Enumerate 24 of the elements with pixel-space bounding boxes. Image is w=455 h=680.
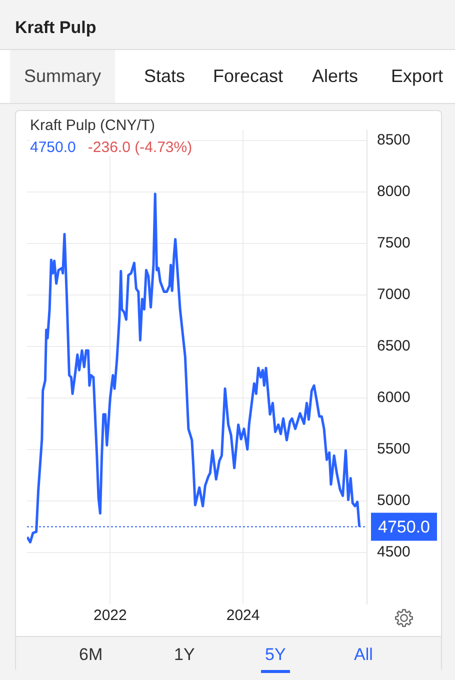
- y-tick-label: 4500: [377, 544, 410, 561]
- text: Alerts: [311, 65, 360, 88]
- text: 4750.0 -236.0 (-4.73%): [30, 139, 192, 156]
- text: 5Y: [261, 645, 290, 673]
- y-tick-label: 7000: [377, 286, 410, 304]
- y-tick-label: 8500: [377, 131, 410, 148]
- text: Forecast: [212, 65, 284, 88]
- text: Export: [390, 65, 444, 88]
- chart-title: Kraft Pulp (CNY/T): [30, 117, 156, 134]
- text: Summary: [10, 50, 116, 103]
- x-tick-label: 2024: [226, 607, 260, 624]
- y-tick-label: 6500: [377, 338, 410, 355]
- y-tick-label: 5500: [377, 440, 410, 458]
- x-tick-label: 2022: [93, 607, 127, 624]
- text: Stats: [143, 65, 186, 88]
- text: 6M: [79, 645, 103, 665]
- y-tick-label: 7500: [377, 234, 410, 252]
- y-tick-label: 6000: [377, 389, 410, 406]
- text: 1Y: [174, 645, 195, 665]
- ref-line-label: 4750.0: [378, 517, 430, 536]
- y-tick-label: 8000: [377, 182, 410, 200]
- text: Kraft Pulp: [15, 18, 96, 38]
- y-tick-label: 5000: [377, 492, 410, 510]
- text: All: [354, 645, 373, 665]
